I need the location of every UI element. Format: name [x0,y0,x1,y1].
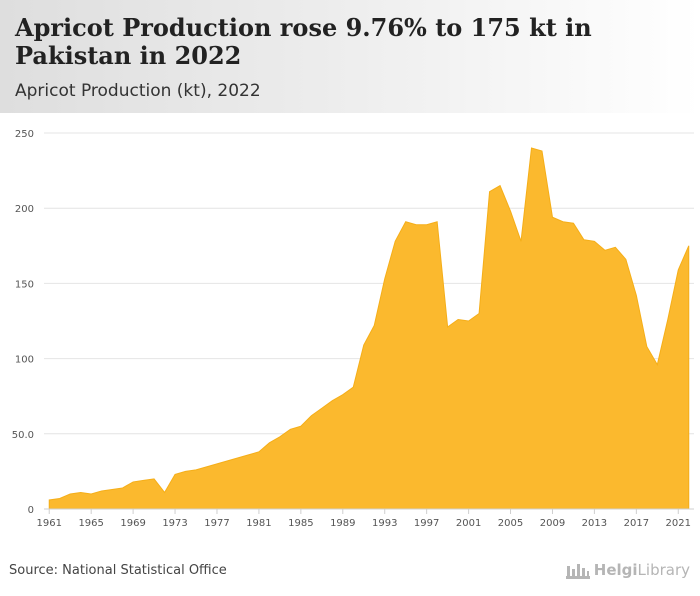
data-point-1967[interactable] [110,487,114,491]
data-point-2012[interactable] [582,238,586,242]
data-point-2020[interactable] [666,317,670,321]
data-point-1964[interactable] [79,490,83,494]
data-point-2008[interactable] [540,149,544,153]
data-point-2011[interactable] [571,221,575,225]
data-point-1982[interactable] [267,441,271,445]
data-point-1963[interactable] [68,492,72,496]
x-tick-label: 1977 [204,518,229,529]
logo-text-bold: Helgi [593,561,638,579]
data-point-2002[interactable] [477,311,481,315]
data-point-2005[interactable] [509,209,513,213]
data-point-2010[interactable] [561,220,565,224]
data-point-1986[interactable] [309,414,313,418]
data-point-2003[interactable] [488,190,492,194]
header-band: Apricot Production rose 9.76% to 175 kt … [0,0,700,113]
y-tick-label: 50.0 [12,430,34,441]
x-tick-label: 1985 [288,518,313,529]
data-point-1966[interactable] [100,489,104,493]
data-point-1996[interactable] [414,223,418,227]
data-point-1973[interactable] [173,472,177,476]
x-tick-label: 1969 [120,518,145,529]
data-point-1979[interactable] [236,456,240,460]
x-tick-label: 2021 [666,518,691,529]
data-point-1981[interactable] [257,450,261,454]
data-point-1978[interactable] [225,459,229,463]
x-tick-label: 1961 [37,518,62,529]
data-point-2015[interactable] [613,245,617,249]
data-point-1998[interactable] [435,220,439,224]
data-point-2017[interactable] [634,293,638,297]
y-tick-label: 0 [28,505,34,516]
data-point-1970[interactable] [142,478,146,482]
logo-text-light: Library [637,561,690,579]
library-columns-icon [565,564,590,579]
data-point-2018[interactable] [645,345,649,349]
y-tick-label: 200 [15,204,34,215]
data-point-1961[interactable] [47,498,51,502]
data-point-1972[interactable] [163,490,167,494]
area-chart: 0 50.0 100 150 200 250 1961 1965 1969 1973 1977 198… [12,129,694,529]
data-point-2019[interactable] [655,363,659,367]
data-point-2013[interactable] [592,239,596,243]
x-tick-label: 1981 [246,518,271,529]
x-tick-label: 1989 [330,518,355,529]
data-point-1999[interactable] [446,325,450,329]
data-point-1991[interactable] [362,343,366,347]
y-tick-label: 100 [15,355,34,366]
x-tick-label: 2005 [498,518,523,529]
data-point-1977[interactable] [215,462,219,466]
data-point-1985[interactable] [299,424,303,428]
data-point-1980[interactable] [246,453,250,457]
series-area [48,147,690,510]
data-point-2006[interactable] [519,239,523,243]
series-layer [47,146,691,510]
x-tick-label: 2017 [624,518,649,529]
x-tick-label: 1997 [414,518,439,529]
data-point-1994[interactable] [393,239,397,243]
x-tick-label: 2009 [540,518,565,529]
x-tick-label: 1973 [162,518,187,529]
data-point-1984[interactable] [288,427,292,431]
data-point-1995[interactable] [404,220,408,224]
chart-title: Apricot Production rose 9.76% to 175 kt … [15,13,592,70]
data-point-1990[interactable] [351,385,355,389]
source-note: Source: National Statistical Office [9,563,227,578]
x-tick-label: 2001 [456,518,481,529]
data-point-2001[interactable] [467,319,471,323]
data-point-2021[interactable] [676,268,680,272]
data-point-2022[interactable] [687,244,691,248]
axes: 0 50.0 100 150 200 250 1961 1965 1969 1973 1977 198… [12,129,694,529]
data-point-2000[interactable] [456,317,460,321]
y-tick-label: 250 [15,129,34,140]
data-point-1965[interactable] [89,492,93,496]
data-point-1968[interactable] [121,486,125,490]
data-point-1989[interactable] [341,393,345,397]
data-point-1976[interactable] [205,465,209,469]
data-point-1974[interactable] [184,469,188,473]
x-tick-label: 2013 [582,518,607,529]
data-point-1993[interactable] [383,277,387,281]
x-tick-label: 1993 [372,518,397,529]
chart-subtitle: Apricot Production (kt), 2022 [15,81,261,101]
data-point-1992[interactable] [372,324,376,328]
y-tick-label: 150 [15,279,34,290]
data-point-2016[interactable] [624,257,628,261]
data-point-1962[interactable] [58,496,62,500]
helgi-library-logo[interactable]: Helgi Library [565,561,690,579]
data-point-1971[interactable] [152,477,156,481]
data-point-1987[interactable] [320,406,324,410]
data-point-1975[interactable] [194,468,198,472]
x-tick-label: 1965 [78,518,103,529]
data-point-2014[interactable] [603,248,607,252]
data-point-1969[interactable] [131,480,135,484]
data-point-2009[interactable] [550,215,554,219]
data-point-1983[interactable] [278,435,282,439]
data-point-2007[interactable] [530,146,534,150]
data-point-2004[interactable] [498,184,502,188]
data-point-1997[interactable] [425,223,429,227]
data-point-1988[interactable] [330,399,334,403]
